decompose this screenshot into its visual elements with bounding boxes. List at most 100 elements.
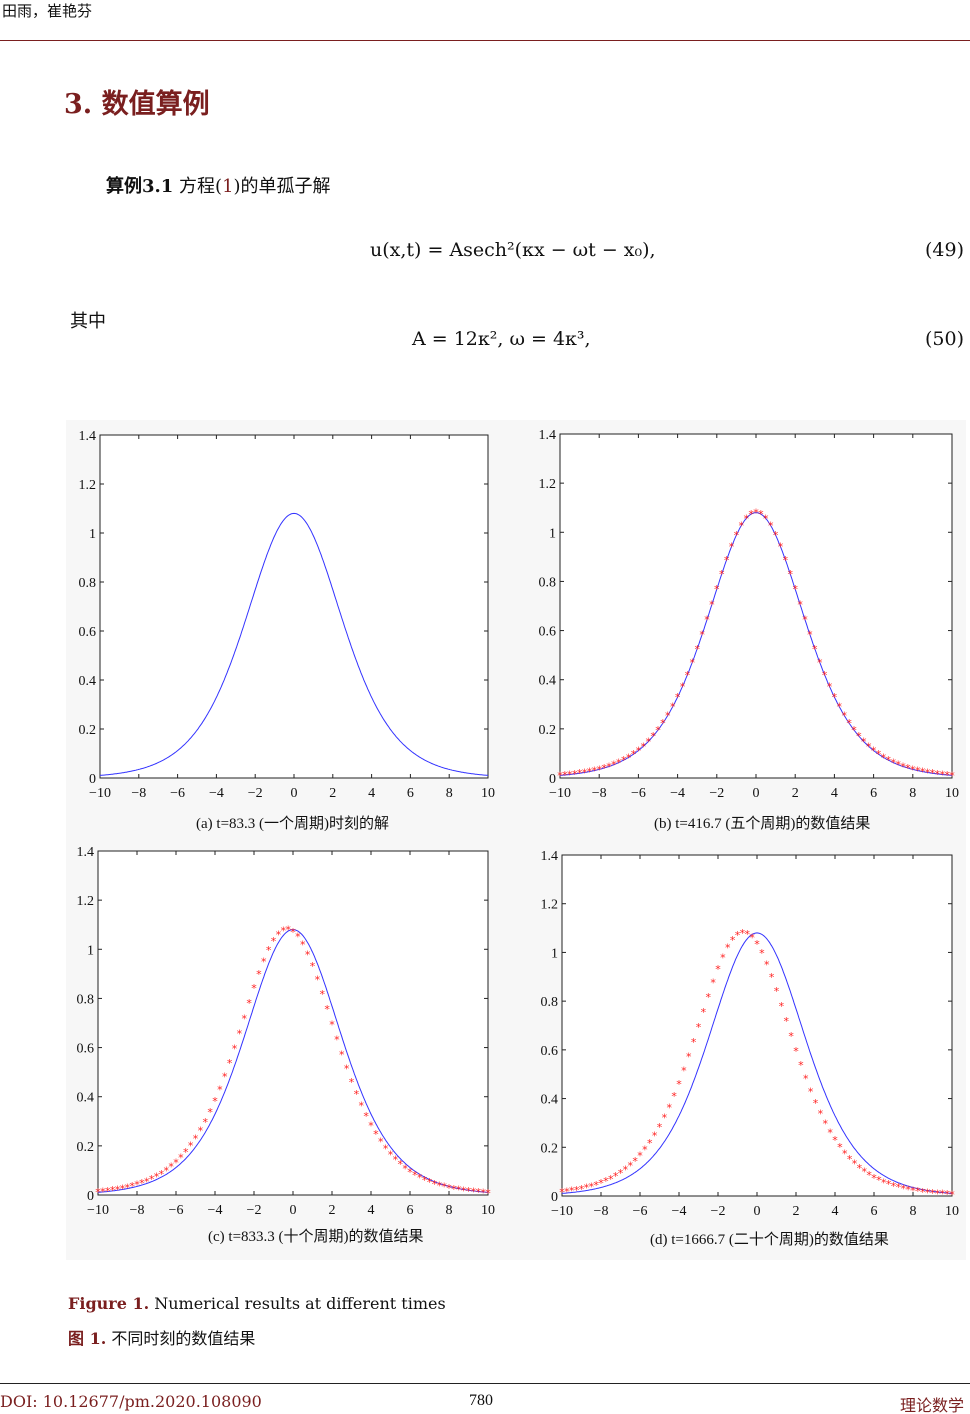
numerical-point-marker: *	[739, 520, 745, 533]
numerical-point-marker: *	[758, 508, 764, 521]
x-tick-label: 8	[446, 786, 453, 801]
y-tick-label: 0	[549, 772, 556, 787]
numerical-point-marker: *	[905, 762, 911, 775]
numerical-point-marker: *	[866, 1169, 872, 1182]
numerical-point-marker: *	[676, 1078, 682, 1091]
x-tick-label: 2	[792, 786, 799, 801]
numerical-point-marker: *	[671, 1090, 677, 1103]
x-tick-label: −8	[594, 1204, 609, 1219]
numerical-point-marker: *	[295, 931, 301, 944]
equation-ref-link[interactable]: 1	[222, 176, 234, 197]
numerical-point-marker: *	[344, 1063, 350, 1076]
example-heading: 算例3.1 方程(1)的单孤子解	[106, 172, 331, 198]
y-tick-label: 0.8	[77, 992, 95, 1007]
numerical-point-marker: *	[837, 1141, 843, 1154]
y-tick-label: 0.8	[79, 576, 97, 591]
numerical-point-marker: *	[562, 769, 568, 782]
exact-solution-line	[97, 929, 489, 1193]
numerical-point-marker: *	[803, 1073, 809, 1086]
numerical-point-marker: *	[729, 541, 735, 554]
y-tick-label: 1.4	[541, 849, 559, 864]
x-tick-label: −10	[551, 1204, 573, 1219]
numerical-point-marker: *	[557, 769, 563, 782]
example-label: 算例3.1	[106, 176, 174, 197]
doi-link[interactable]: DOI: 10.12677/pm.2020.108090	[0, 1392, 262, 1411]
numerical-point-marker: *	[203, 1116, 209, 1129]
numerical-point-marker: *	[466, 1185, 472, 1198]
numerical-point-marker: *	[832, 691, 838, 704]
numerical-point-marker: *	[183, 1146, 189, 1159]
x-tick-label: −2	[247, 1203, 262, 1218]
numerical-point-marker: *	[363, 1110, 369, 1123]
y-tick-label: 1	[549, 526, 556, 541]
numerical-point-marker: *	[813, 1097, 819, 1110]
equation-49: u(x,t) = Asech²(κx − ωt − x₀),	[370, 239, 656, 261]
numerical-point-marker: *	[812, 643, 818, 656]
numerical-point-marker: *	[788, 1030, 794, 1043]
numerical-point-marker: *	[164, 1164, 170, 1177]
numerical-point-marker: *	[856, 730, 862, 743]
y-tick-label: 0.6	[541, 1044, 559, 1059]
numerical-point-marker: *	[334, 1034, 340, 1047]
numerical-point-marker: *	[660, 717, 666, 730]
numerical-point-marker: *	[608, 1173, 614, 1186]
numerical-point-marker: *	[891, 1180, 897, 1193]
numerical-point-marker: *	[925, 1186, 931, 1199]
numerical-point-marker: *	[915, 765, 921, 778]
y-tick-label: 1	[87, 943, 94, 958]
numerical-point-marker: *	[222, 1071, 228, 1084]
numerical-point-marker: *	[266, 944, 272, 957]
where-text: 其中	[70, 311, 106, 332]
numerical-point-marker: *	[584, 1182, 590, 1195]
equation-number-49: (49)	[924, 239, 964, 261]
numerical-point-marker: *	[681, 1065, 687, 1078]
numerical-point-marker: *	[564, 1185, 570, 1198]
numerical-point-marker: *	[745, 928, 751, 941]
numerical-point-marker: *	[276, 928, 282, 941]
numerical-point-marker: *	[725, 942, 731, 955]
numerical-point-marker: *	[769, 971, 775, 984]
numerical-point-marker: *	[305, 948, 311, 961]
numerical-point-marker: *	[896, 1181, 902, 1194]
numerical-point-marker: *	[709, 598, 715, 611]
x-tick-label: −2	[709, 786, 724, 801]
plot-area	[97, 850, 489, 1196]
numerical-point-marker: *	[631, 748, 637, 761]
caption-a: (a) t=83.3 (一个周期)时刻的解	[196, 816, 390, 832]
numerical-point-marker: *	[574, 1184, 580, 1197]
numerical-point-marker: *	[154, 1171, 160, 1184]
numerical-point-marker: *	[251, 982, 257, 995]
numerical-point-marker: *	[559, 1186, 565, 1199]
numerical-point-marker: *	[427, 1176, 433, 1189]
numerical-point-marker: *	[910, 1184, 916, 1197]
numerical-point-marker: *	[359, 1100, 365, 1113]
numerical-point-marker: *	[441, 1181, 447, 1194]
numerical-point-marker: *	[667, 1101, 673, 1114]
numerical-point-marker: *	[407, 1166, 413, 1179]
numerical-point-marker: *	[881, 1176, 887, 1189]
numerical-point-marker: *	[383, 1142, 389, 1155]
numerical-point-marker: *	[652, 1130, 658, 1143]
numerical-point-marker: *	[417, 1172, 423, 1185]
numerical-point-marker: *	[910, 763, 916, 776]
numerical-point-marker: *	[680, 680, 686, 693]
numerical-point-marker: *	[592, 765, 598, 778]
exact-solution-line	[561, 932, 953, 1194]
numerical-point-marker: *	[606, 760, 612, 773]
numerical-point-marker: *	[178, 1152, 184, 1165]
numerical-point-marker: *	[315, 974, 321, 987]
numerical-point-marker: *	[422, 1174, 428, 1187]
chart-a: −10 −8 −6 −4 −2 0 2 4 6 8 10 0 0.2 0.4 0.6 0.8 1 1.2 1.4	[79, 429, 496, 801]
figure-label-zh: 图 1.	[68, 1329, 107, 1348]
y-tick-label: 0.4	[539, 674, 557, 689]
numerical-point-marker: *	[480, 1186, 486, 1199]
y-tick-label: 0	[551, 1190, 558, 1205]
example-text: 方程(	[173, 176, 223, 197]
numerical-point-marker: *	[763, 513, 769, 526]
figure-caption-en: Figure 1. Numerical results at different…	[68, 1294, 446, 1313]
numerical-point-marker: *	[587, 766, 593, 779]
numerical-point-marker: *	[373, 1128, 379, 1141]
numerical-point-marker: *	[749, 932, 755, 945]
numerical-point-marker: *	[579, 1183, 585, 1196]
